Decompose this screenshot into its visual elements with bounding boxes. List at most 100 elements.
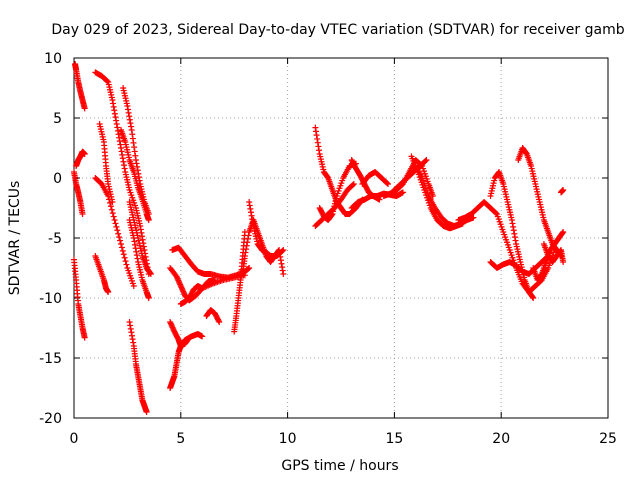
data-point <box>141 247 148 253</box>
series-track-02 <box>71 169 86 217</box>
data-point <box>115 230 122 237</box>
series-track-19 <box>203 307 223 325</box>
data-point <box>399 189 406 196</box>
data-point <box>167 320 174 327</box>
data-point <box>129 131 136 138</box>
series-track-23 <box>312 124 366 217</box>
data-point <box>133 248 140 255</box>
data-point <box>125 109 132 116</box>
data-point <box>116 138 123 145</box>
series-track-28 <box>359 169 391 187</box>
data-point <box>244 235 251 242</box>
data-point <box>180 288 187 295</box>
y-tick-label: 10 <box>44 51 62 67</box>
data-point <box>104 78 111 85</box>
data-point <box>243 242 250 249</box>
x-tick-label: 0 <box>70 431 79 447</box>
data-point <box>113 121 120 127</box>
data-point <box>114 124 121 131</box>
data-point <box>132 245 139 252</box>
data-point <box>127 120 134 127</box>
data-point <box>126 113 133 120</box>
data-point <box>133 252 140 259</box>
data-point <box>129 135 136 142</box>
y-axis-label: SDTVAR / TECUs <box>7 181 23 296</box>
series-track-17 <box>169 244 253 281</box>
data-point <box>112 114 119 121</box>
series-track-10 <box>120 85 152 217</box>
data-point <box>110 103 117 110</box>
data-point <box>167 319 174 325</box>
data-markers <box>71 61 567 415</box>
x-tick-label: 20 <box>492 431 510 447</box>
data-point <box>109 210 116 217</box>
data-point <box>350 181 357 187</box>
data-point <box>114 227 121 234</box>
data-point <box>493 210 500 217</box>
data-point <box>139 233 146 240</box>
data-point <box>173 273 180 280</box>
data-point <box>114 127 121 134</box>
data-point <box>247 205 254 212</box>
data-point <box>241 253 248 259</box>
data-point <box>137 223 144 229</box>
data-point <box>211 277 218 283</box>
data-point <box>106 196 113 203</box>
data-point <box>121 162 128 169</box>
data-point <box>316 147 323 154</box>
y-axis: 10 5 0 -5 -10 -15 -20 <box>39 51 608 427</box>
series-track-39 <box>558 187 567 196</box>
data-point <box>119 151 126 158</box>
data-point <box>126 116 133 123</box>
x-tick-label: 15 <box>385 431 403 447</box>
data-point <box>147 270 154 277</box>
data-point <box>177 283 184 289</box>
series-track-04 <box>73 148 88 169</box>
data-point <box>179 285 186 292</box>
data-point <box>314 135 321 142</box>
data-point <box>116 234 123 241</box>
data-point <box>130 283 137 289</box>
data-point <box>245 232 252 239</box>
data-point <box>508 217 515 223</box>
data-point <box>278 260 285 267</box>
data-point <box>111 107 118 114</box>
series-track-27 <box>348 157 383 203</box>
data-point <box>131 144 138 151</box>
series-track-07 <box>92 253 112 295</box>
data-point <box>510 223 517 230</box>
data-point <box>133 160 140 167</box>
data-point <box>216 319 223 325</box>
data-point <box>423 157 430 163</box>
data-point <box>108 206 115 213</box>
data-point <box>132 241 139 248</box>
x-axis: 0 5 10 15 20 25 <box>70 58 617 447</box>
data-point <box>186 334 193 341</box>
data-point <box>312 124 319 131</box>
series-track-11 <box>126 199 154 277</box>
data-point <box>115 131 122 138</box>
data-point <box>128 123 135 130</box>
data-point <box>125 106 132 113</box>
data-point <box>140 243 147 250</box>
data-point <box>143 409 150 415</box>
data-point <box>560 187 567 193</box>
data-point <box>175 278 182 285</box>
data-point <box>135 174 142 181</box>
chart-title: Day 029 of 2023, Sidereal Day-to-day VTE… <box>51 22 624 38</box>
y-tick-label: -20 <box>39 411 62 427</box>
data-point <box>168 323 175 330</box>
data-point <box>121 165 128 172</box>
data-point <box>349 181 356 188</box>
data-point <box>559 229 566 236</box>
data-point <box>130 339 137 346</box>
data-point <box>113 223 120 230</box>
data-point <box>109 97 116 103</box>
data-point <box>81 151 88 157</box>
series-track-18 <box>177 277 218 307</box>
data-point <box>128 332 135 339</box>
data-point <box>136 177 143 184</box>
data-point <box>134 163 141 170</box>
data-point <box>511 234 518 241</box>
data-point <box>247 209 254 216</box>
